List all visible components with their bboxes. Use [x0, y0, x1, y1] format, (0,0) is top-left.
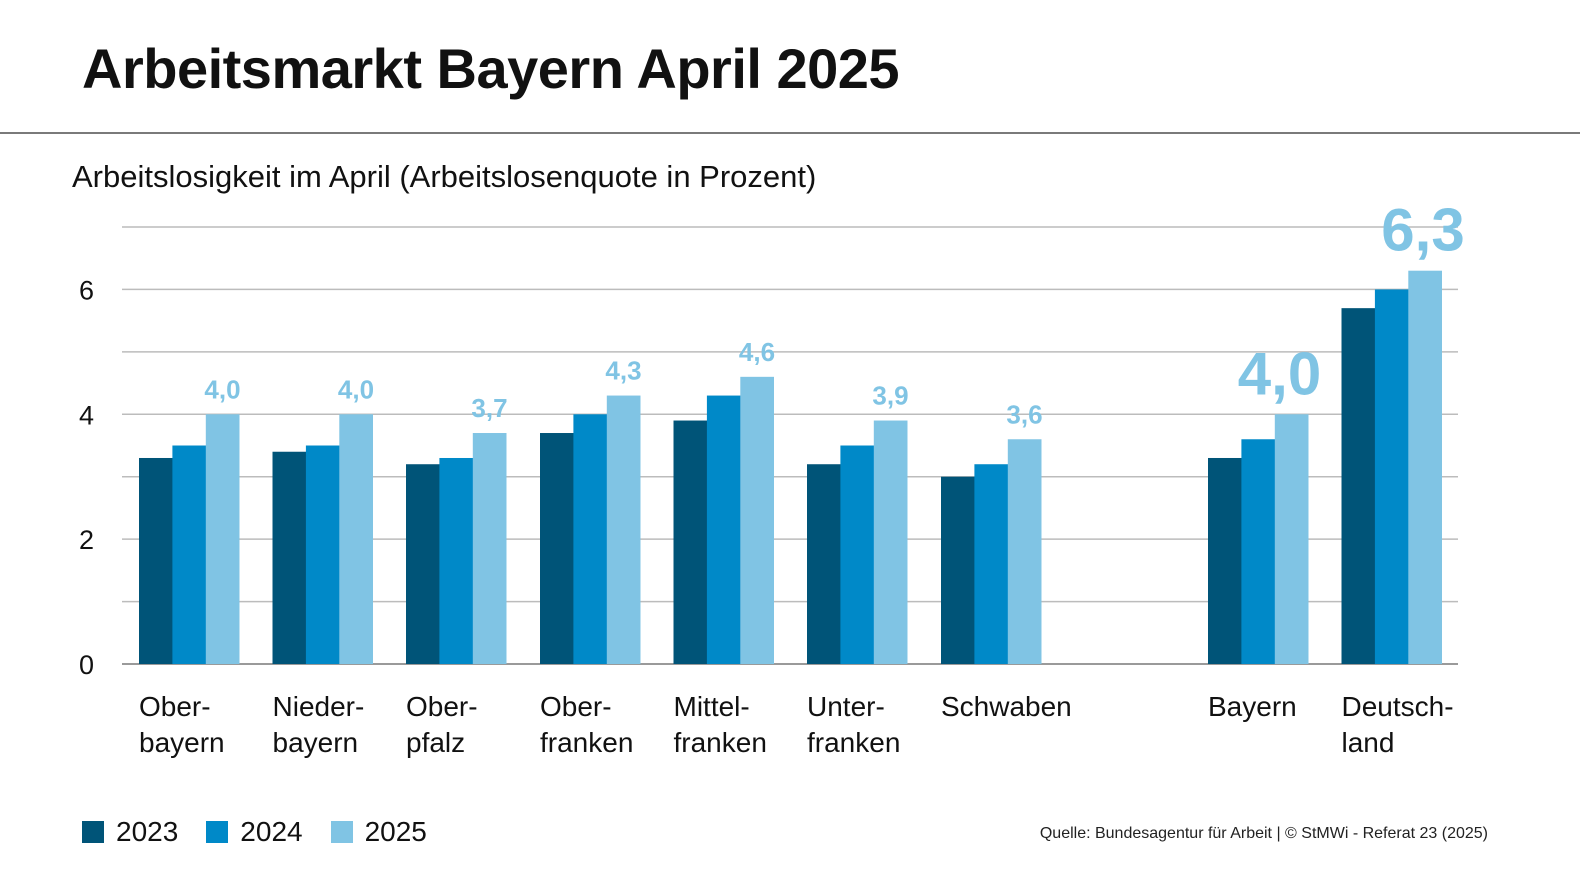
y-tick-label: 2: [79, 525, 94, 555]
chart-subtitle: Arbeitslosigkeit im April (Arbeitslosenq…: [72, 159, 817, 194]
x-category-label: Ober-pfalz: [406, 691, 478, 758]
title-divider: [0, 132, 1580, 134]
x-category-label: Ober-franken: [540, 691, 633, 758]
x-category-label: Ober-bayern: [139, 691, 225, 758]
page-title: Arbeitsmarkt Bayern April 2025: [82, 37, 900, 100]
x-category-label: Unter-franken: [807, 691, 900, 758]
legend-label-2024: 2024: [240, 816, 303, 847]
legend-label-2023: 2023: [116, 816, 179, 847]
legend-label-2025: 2025: [364, 816, 427, 847]
x-category-label: Deutsch-land: [1342, 691, 1454, 758]
legend-item-2023: 2023: [82, 816, 178, 848]
data-label-2025: 4,6: [739, 337, 775, 367]
bar-2025: [1007, 439, 1042, 664]
x-category-label: Bayern: [1208, 691, 1297, 722]
legend-swatch-2023: [82, 821, 104, 843]
data-label-2025: 4,0: [338, 374, 374, 404]
legend-swatch-2024: [206, 821, 229, 843]
y-tick-label: 6: [79, 275, 94, 305]
bar-2024: [305, 445, 340, 664]
data-label-2025: 3,7: [471, 393, 507, 423]
bar-2023: [673, 420, 708, 664]
bar-2025: [873, 420, 908, 664]
bar-2025: [339, 414, 373, 664]
data-label-2025: 3,9: [872, 381, 908, 411]
x-category-label: Schwaben: [941, 691, 1072, 722]
legend-item-2025: 2025: [330, 816, 427, 848]
x-category-label: Nieder-bayern: [273, 691, 365, 758]
legend-swatch-2025: [330, 821, 353, 843]
data-label-2025: 3,6: [1006, 399, 1042, 429]
x-category-label: Mittel-franken: [674, 691, 767, 758]
bar-2024: [1374, 289, 1409, 664]
bar-2024: [573, 414, 608, 664]
bar-2025: [1274, 414, 1309, 664]
y-tick-label: 4: [79, 400, 94, 430]
data-label-2025: 4,3: [605, 356, 641, 386]
bar-2023: [272, 451, 307, 664]
legend: 2023 2024 2025: [82, 814, 455, 850]
legend-item-2024: 2024: [206, 816, 303, 848]
bar-2024: [974, 464, 1009, 664]
bar-2023: [540, 433, 574, 664]
bars: [139, 270, 1442, 664]
bar-2024: [840, 445, 875, 664]
bar-2024: [439, 457, 474, 664]
bar-2023: [807, 464, 841, 664]
data-labels: 4,0 4,0 3,7 4,3 4,6 3,9 3,6 4,0 6,3: [204, 197, 1464, 430]
bar-2023: [139, 457, 173, 664]
bar-2023: [941, 476, 975, 664]
bar-2025: [740, 376, 774, 664]
bar-2025: [1408, 270, 1442, 664]
bar-2025: [205, 414, 240, 664]
y-tick-label: 0: [79, 650, 94, 680]
data-label-2025: 4,0: [204, 374, 240, 404]
source-note: Quelle: Bundesagentur für Arbeit | © StM…: [1039, 825, 1488, 842]
bar-2025: [472, 433, 507, 664]
bar-2024: [172, 445, 207, 664]
bar-2025: [606, 395, 641, 664]
bar-2023: [1208, 457, 1242, 664]
bar-2024: [706, 395, 741, 664]
y-axis-ticks: 0 2 4 6: [79, 275, 94, 680]
bar-2024: [1241, 439, 1276, 664]
data-label-2025: 4,0: [1238, 340, 1321, 407]
bar-2023: [1341, 308, 1376, 664]
bar-2023: [406, 464, 440, 664]
data-label-2025: 6,3: [1381, 197, 1464, 264]
x-axis-categories: Ober-bayern Nieder-bayern Ober-pfalz Ober-f…: [139, 691, 1454, 758]
